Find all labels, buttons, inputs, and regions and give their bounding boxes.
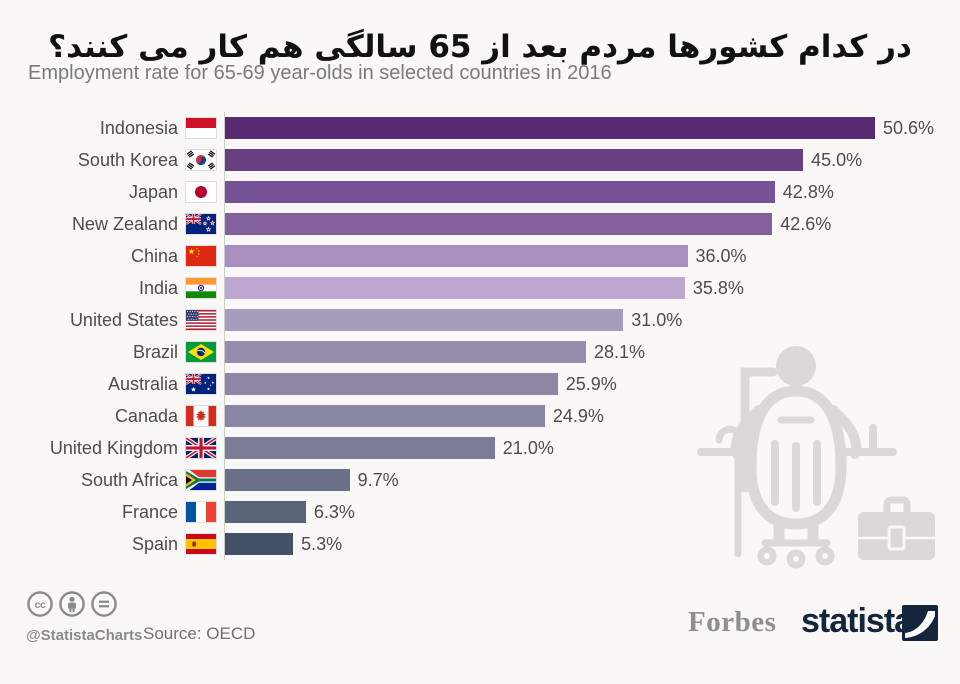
country-label: Japan (128, 182, 178, 202)
axis-column: 42.6% (224, 208, 950, 240)
bar (225, 213, 773, 235)
china-flag-icon (186, 246, 216, 266)
attribution-icon (59, 591, 85, 617)
forbes-logo: Forbes (688, 606, 777, 638)
country-label: France (121, 502, 178, 522)
axis-column: 24.9% (224, 400, 950, 432)
brazil-flag-icon (186, 342, 216, 362)
value-label: 9.7% (357, 469, 399, 490)
bar-row: France 6.3% (28, 496, 950, 528)
country-label: South Korea (77, 150, 178, 170)
indonesia-flag-icon (186, 118, 216, 138)
country-label: India (138, 278, 178, 298)
creative-commons-icons: cc (26, 590, 118, 618)
bar-row: Australia 25.9% (28, 368, 950, 400)
country-label: United States (69, 310, 178, 330)
statista-logo: statista (801, 602, 913, 640)
country-label: China (130, 246, 178, 266)
value-label: 42.6% (780, 213, 832, 234)
value-label: 28.1% (594, 341, 646, 362)
axis-column: 25.9% (224, 368, 950, 400)
page-subtitle: Employment rate for 65-69 year-olds in s… (28, 62, 612, 84)
value-label: 24.9% (552, 405, 604, 426)
country-label: New Zealand (71, 214, 178, 234)
country-label: Brazil (132, 342, 178, 362)
canada-flag-icon (186, 406, 216, 426)
value-label: 21.0% (502, 437, 554, 458)
page-title: در کدام کشورها مردم بعد از 65 سالگی هم ک… (48, 28, 912, 65)
source-label: Source: OECD (143, 624, 256, 643)
equal-icon (91, 591, 117, 617)
cc-icon: cc (27, 591, 53, 617)
united-states-flag-icon (186, 310, 216, 330)
svg-text:cc: cc (35, 599, 46, 611)
france-flag-icon (186, 502, 216, 522)
bar-row: South Korea 45.0% (28, 144, 950, 176)
spain-flag-icon (186, 534, 216, 554)
retiree-watermark-illustration (693, 336, 943, 579)
bar (225, 373, 558, 395)
bar (225, 501, 306, 523)
bar (225, 533, 294, 555)
bar (225, 149, 804, 171)
bar (225, 437, 495, 459)
australia-flag-icon (186, 374, 216, 394)
country-label: Spain (131, 534, 178, 554)
bar (225, 117, 875, 139)
bar (225, 181, 775, 203)
india-flag-icon (186, 278, 216, 298)
axis-column: 28.1% (224, 336, 950, 368)
bar (225, 341, 586, 363)
country-label: Canada (114, 406, 178, 426)
country-label: Indonesia (99, 118, 178, 138)
value-label: 35.8% (692, 277, 744, 298)
country-label: United Kingdom (49, 438, 178, 458)
axis-column: 5.3% (224, 528, 950, 560)
value-label: 6.3% (313, 501, 355, 522)
value-label: 5.3% (301, 533, 343, 554)
statista-charts-handle: @StatistaCharts (26, 627, 143, 644)
axis-column: 21.0% (224, 432, 950, 464)
bar-row: South Africa 9.7% (28, 464, 950, 496)
axis-column: 42.8% (224, 176, 950, 208)
value-label: 45.0% (811, 149, 863, 170)
south-korea-flag-icon (186, 150, 216, 170)
value-label: 25.9% (565, 373, 617, 394)
axis-column: 35.8% (224, 272, 950, 304)
employment-bar-chart: Indonesia 50.6% South Korea 45.0% Japan … (28, 112, 950, 560)
bar-row: New Zealand 42.6% (28, 208, 950, 240)
axis-column: 9.7% (224, 464, 950, 496)
bar (225, 469, 350, 491)
new-zealand-flag-icon (186, 214, 216, 234)
bar-row: United Kingdom 21.0% (28, 432, 950, 464)
axis-column: 45.0% (224, 144, 950, 176)
bar-row: United States 31.0% (28, 304, 950, 336)
value-label: 42.8% (782, 181, 834, 202)
japan-flag-icon (186, 182, 216, 202)
axis-column: 50.6% (224, 112, 950, 144)
south-africa-flag-icon (186, 470, 216, 490)
axis-column: 6.3% (224, 496, 950, 528)
axis-column: 36.0% (224, 240, 950, 272)
axis-column: 31.0% (224, 304, 950, 336)
country-label: Australia (107, 374, 178, 394)
value-label: 50.6% (883, 117, 935, 138)
bar (225, 405, 545, 427)
bar-row: Canada 24.9% (28, 400, 950, 432)
bar (225, 277, 685, 299)
bar (225, 309, 624, 331)
country-label: South Africa (80, 470, 178, 490)
bar-row: Spain 5.3% (28, 528, 950, 560)
bar-row: Brazil 28.1% (28, 336, 950, 368)
bar (225, 245, 688, 267)
value-label: 31.0% (631, 309, 683, 330)
bar-row: Indonesia 50.6% (28, 112, 950, 144)
united-kingdom-flag-icon (186, 438, 216, 458)
bar-row: Japan 42.8% (28, 176, 950, 208)
value-label: 36.0% (695, 245, 747, 266)
statista-logo-icon (902, 605, 938, 641)
bar-row: India 35.8% (28, 272, 950, 304)
bar-row: China 36.0% (28, 240, 950, 272)
